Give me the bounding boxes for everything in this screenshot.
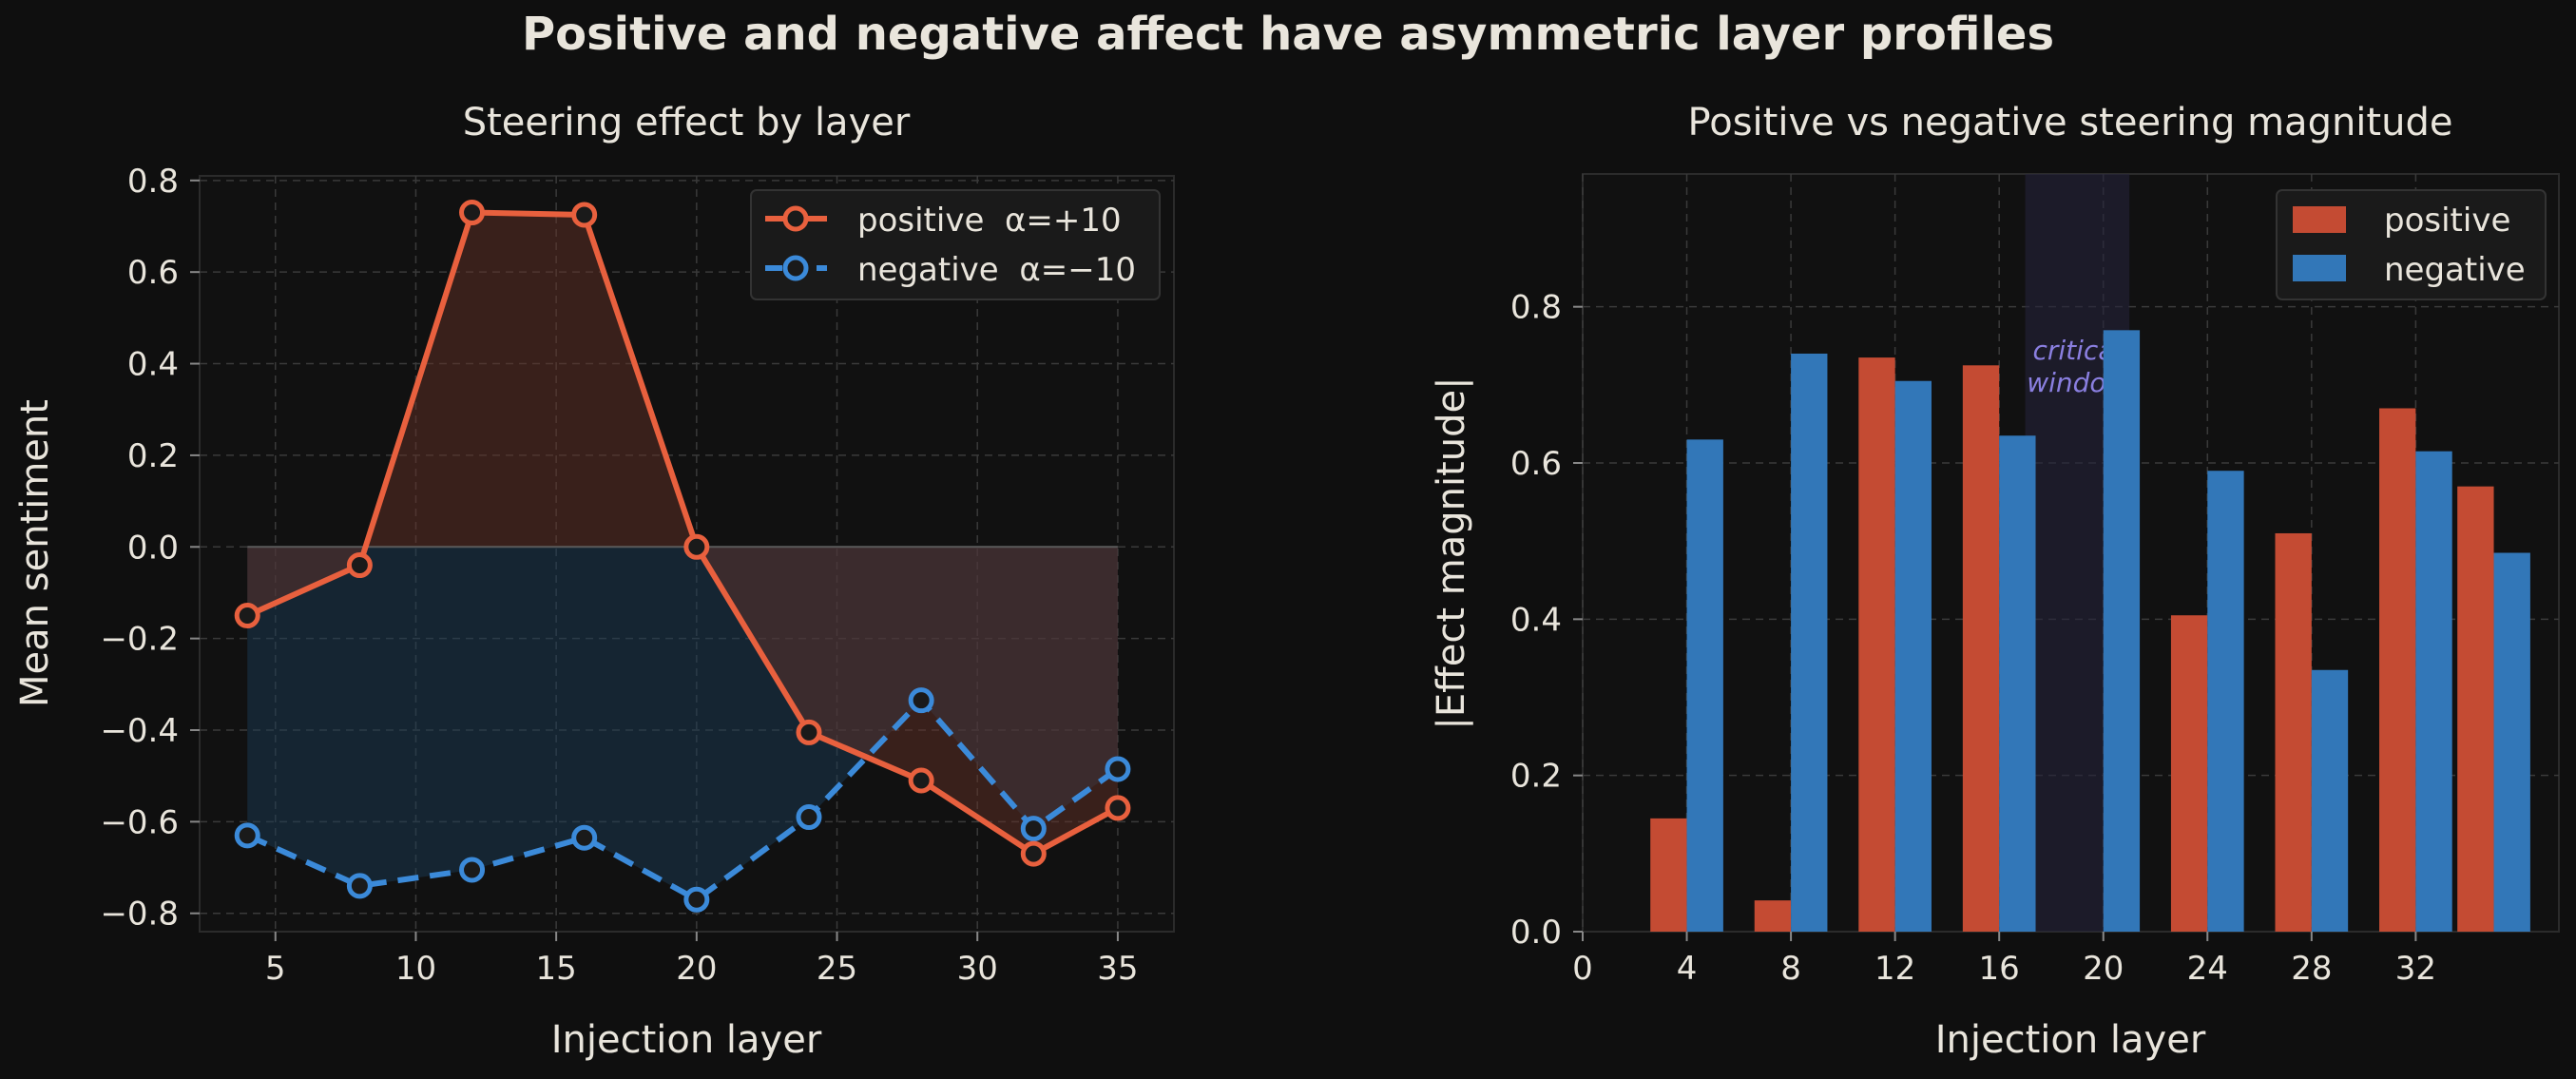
negative-area-fill	[247, 547, 1118, 900]
negative-point	[459, 857, 486, 883]
y-tick-label: 0.2	[127, 437, 179, 475]
y-tick-label: 0.8	[1510, 289, 1562, 327]
negative-point	[346, 873, 373, 899]
positive-bar	[2379, 408, 2416, 932]
positive-bar	[1858, 357, 1895, 932]
negative-bar	[2415, 451, 2452, 932]
negative-point	[796, 804, 822, 831]
negative-bar	[1686, 439, 1723, 932]
y-tick-label: 0.4	[127, 346, 179, 384]
line-chart-title: Steering effect by layer	[463, 101, 911, 145]
positive-point	[346, 552, 373, 579]
negative-point	[683, 886, 710, 913]
x-tick-label: 25	[817, 950, 857, 988]
positive-point	[459, 200, 486, 226]
negative-point	[1105, 756, 1131, 782]
x-tick-label: 16	[1979, 950, 2020, 988]
x-tick-label: 15	[536, 950, 577, 988]
y-tick-label: 0.6	[127, 254, 179, 292]
positive-point	[908, 767, 934, 794]
bar-chart-ylabel: |Effect magnitude|	[1430, 376, 1473, 729]
x-tick-label: 4	[1677, 950, 1698, 988]
legend-positive-swatch	[2293, 206, 2346, 233]
legend-negative-marker	[782, 255, 809, 281]
bar-chart-legend: positive negative	[2276, 189, 2547, 300]
positive-point	[234, 603, 260, 629]
line-chart-xlabel: Injection layer	[551, 1018, 822, 1062]
y-tick-label: 0.2	[1510, 758, 1562, 796]
y-tick-label: −0.6	[100, 803, 179, 841]
x-tick-label: 20	[676, 950, 717, 988]
bar-chart-bars	[1650, 330, 2530, 932]
positive-bar	[1650, 818, 1687, 932]
line-chart-fills	[247, 212, 1118, 900]
positive-bar	[2457, 486, 2494, 932]
legend-positive-marker	[782, 205, 809, 232]
y-tick-label: 0.6	[1510, 445, 1562, 483]
positive-bar	[2275, 532, 2312, 932]
bar-chart-xlabel: Injection layer	[1935, 1018, 2206, 1062]
y-tick-label: 0.4	[1510, 601, 1562, 639]
legend-positive-bar-label: positive	[2384, 202, 2510, 240]
x-tick-label: 10	[395, 950, 436, 988]
negative-point	[571, 824, 598, 851]
y-tick-label: −0.8	[100, 896, 179, 934]
negative-bar	[1894, 380, 1932, 932]
positive-bar	[2170, 615, 2208, 932]
positive-bar	[1962, 365, 2000, 932]
line-chart-series	[234, 200, 1131, 913]
y-tick-label: 0.8	[127, 163, 179, 201]
y-tick-label: −0.4	[100, 712, 179, 750]
positive-point	[1105, 795, 1131, 821]
x-tick-label: 0	[1572, 950, 1593, 988]
y-tick-label: −0.2	[100, 621, 179, 659]
line-chart-ylabel: Mean sentiment	[13, 399, 57, 707]
x-tick-label: 12	[1874, 950, 1915, 988]
negative-bar	[1999, 435, 2036, 932]
x-tick-label: 32	[2395, 950, 2436, 988]
negative-bar	[2311, 669, 2349, 932]
y-tick-label: 0.0	[127, 529, 179, 567]
line-chart-ticks: 5 10 15 20 25 30 35 −0.8 −0.6 −0.4 −0.2 0.0 0.2 0.4 0.…	[100, 163, 1138, 988]
x-tick-label: 8	[1780, 950, 1801, 988]
negative-bar	[2103, 330, 2141, 932]
x-tick-label: 35	[1097, 950, 1138, 988]
bar-chart-title: Positive vs negative steering magnitude	[1688, 101, 2453, 145]
x-tick-label: 30	[957, 950, 998, 988]
suptitle: Positive and negative affect have asymme…	[522, 8, 2054, 61]
negative-point	[234, 822, 260, 849]
negative-point	[908, 687, 934, 714]
x-tick-label: 5	[265, 950, 286, 988]
legend-negative-label: negative α=−10	[857, 251, 1136, 289]
legend-positive-label: positive α=+10	[857, 202, 1122, 240]
negative-bar	[2207, 471, 2244, 932]
bar-chart: Positive vs negative steering magnitude …	[1430, 101, 2560, 1062]
positive-point	[571, 202, 598, 228]
x-tick-label: 28	[2291, 950, 2332, 988]
negative-bar	[2493, 552, 2530, 932]
legend-negative-swatch	[2293, 255, 2346, 281]
positive-point	[796, 719, 822, 745]
negative-point	[1020, 816, 1047, 842]
line-chart-legend: positive α=+10 negative α=−10	[750, 189, 1161, 300]
positive-area-fill	[247, 212, 1118, 855]
legend-negative-bar-label: negative	[2384, 251, 2526, 289]
positive-point	[1020, 840, 1047, 867]
negative-bar	[1791, 353, 1828, 932]
y-tick-label: 0.0	[1510, 914, 1562, 952]
positive-bar	[1754, 900, 1792, 932]
x-tick-label: 20	[2083, 950, 2124, 988]
bar-chart-ticks: 0 4 8 12 16 20 24 28 32 0.0 0.2 0.4 0.6 0.8	[1510, 289, 2436, 988]
x-tick-label: 24	[2187, 950, 2228, 988]
line-chart-legend-box	[750, 189, 1161, 300]
line-chart: Steering effect by layer 5 10 15 20 25 30 35 −0…	[13, 101, 1175, 1062]
positive-point	[683, 533, 710, 560]
